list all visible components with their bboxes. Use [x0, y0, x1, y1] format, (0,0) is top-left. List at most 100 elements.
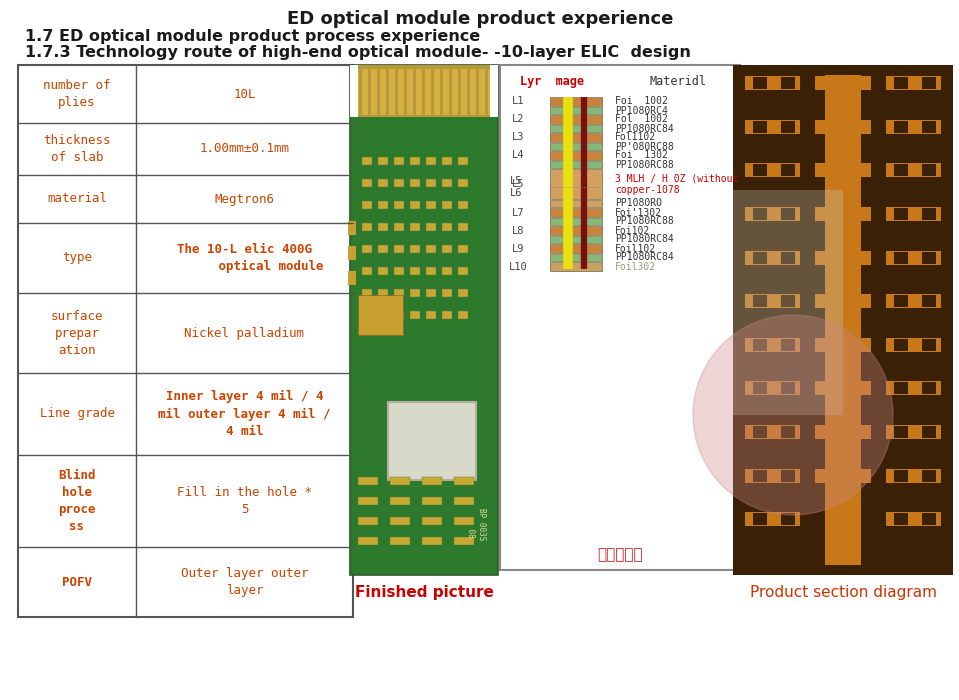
Text: L1: L1 [512, 97, 525, 106]
Bar [422, 537, 442, 545]
Bar [922, 208, 936, 220]
Bar [745, 425, 800, 439]
Bar [358, 537, 378, 545]
Bar [458, 179, 468, 187]
Bar [348, 221, 356, 235]
Bar [894, 513, 908, 526]
Bar [550, 151, 602, 160]
Bar [550, 236, 602, 243]
Bar [550, 262, 602, 271]
Bar [378, 201, 388, 209]
Bar [410, 201, 420, 209]
Bar [781, 382, 795, 395]
Bar [550, 200, 602, 207]
Bar [550, 244, 602, 253]
Bar [390, 517, 410, 525]
Bar [454, 517, 474, 525]
Text: L4: L4 [512, 150, 525, 160]
Bar [416, 69, 422, 115]
Bar [753, 426, 767, 438]
Bar [358, 477, 378, 485]
Text: L3: L3 [512, 132, 525, 143]
Bar [442, 157, 452, 165]
Bar [426, 179, 436, 187]
Bar [458, 311, 468, 319]
Bar [458, 267, 468, 275]
Bar [550, 107, 602, 114]
Bar [894, 120, 908, 132]
Text: L5: L5 [512, 179, 525, 189]
Bar [352, 65, 496, 117]
Bar [434, 69, 440, 115]
Bar [922, 120, 936, 132]
Text: Outer layer outer
layer: Outer layer outer layer [180, 567, 308, 597]
Bar [378, 267, 388, 275]
Text: PP1080RC88: PP1080RC88 [615, 216, 674, 227]
Bar [479, 69, 485, 115]
Bar [886, 120, 941, 134]
Bar [458, 289, 468, 297]
Bar [454, 477, 474, 485]
Bar [410, 289, 420, 297]
Text: 3 MLH / H 0Z (without
copper-1078: 3 MLH / H 0Z (without copper-1078 [615, 173, 738, 195]
Bar [753, 470, 767, 482]
Bar [815, 163, 871, 177]
Bar [815, 120, 871, 134]
Text: L10: L10 [508, 262, 527, 272]
Bar [781, 164, 795, 176]
Bar [410, 179, 420, 187]
Bar [390, 497, 410, 505]
Bar [922, 164, 936, 176]
Bar [550, 161, 602, 168]
Text: Foi102: Foi102 [615, 225, 650, 235]
Bar [886, 512, 941, 526]
Text: 1.00mm±0.1mm: 1.00mm±0.1mm [199, 143, 290, 155]
Text: Line grade: Line grade [39, 407, 114, 421]
Bar [394, 179, 404, 187]
Bar [442, 267, 452, 275]
Bar [550, 115, 602, 124]
Bar [442, 201, 452, 209]
Bar [922, 77, 936, 89]
Bar [745, 163, 800, 177]
Bar [410, 267, 420, 275]
Bar [815, 338, 871, 352]
Text: BP 003S
    08: BP 003S 08 [466, 508, 485, 540]
Bar [380, 69, 386, 115]
Bar [733, 190, 843, 415]
Bar [745, 76, 800, 90]
Text: L7: L7 [512, 207, 525, 218]
Bar [407, 69, 413, 115]
Bar [815, 425, 871, 439]
Bar [454, 537, 474, 545]
Bar [362, 69, 368, 115]
Bar [425, 69, 431, 115]
Text: Foi'1302: Foi'1302 [615, 207, 662, 218]
Bar [886, 251, 941, 265]
Bar [426, 223, 436, 231]
Bar [348, 271, 356, 285]
Bar [394, 223, 404, 231]
Text: Nickel palladium: Nickel palladium [184, 326, 305, 340]
Text: 产品备构图: 产品备构图 [597, 547, 643, 562]
Bar [362, 267, 372, 275]
Bar [550, 208, 602, 217]
Bar [454, 497, 474, 505]
Text: Product section diagram: Product section diagram [750, 585, 937, 600]
Text: Materidl: Materidl [650, 75, 707, 88]
Bar [394, 245, 404, 253]
Text: Finished picture: Finished picture [355, 585, 494, 600]
Bar [442, 245, 452, 253]
Bar [753, 382, 767, 395]
Text: L6: L6 [510, 188, 523, 198]
Bar [753, 164, 767, 176]
Bar [362, 289, 372, 297]
Bar [550, 97, 602, 106]
Text: Fol  1002: Fol 1002 [615, 115, 667, 125]
Bar [378, 245, 388, 253]
Text: Foi  1002: Foi 1002 [615, 97, 667, 106]
Bar [886, 76, 941, 90]
Bar [745, 251, 800, 265]
Bar [815, 207, 871, 221]
Bar [781, 120, 795, 132]
